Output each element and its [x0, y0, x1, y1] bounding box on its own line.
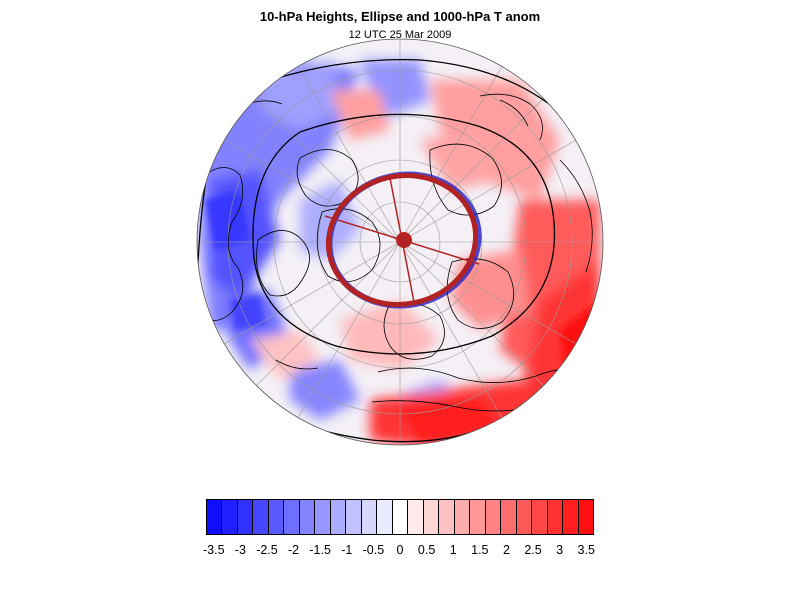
temperature-anomaly-field	[200, 60, 600, 445]
colorbar-box	[284, 500, 300, 534]
height-contour-inner	[252, 113, 556, 355]
vortex-ellipse	[324, 171, 482, 309]
colorbar-tick-label: -2	[288, 543, 300, 557]
colorbar-tick-label: -1	[341, 543, 353, 557]
coastlines	[204, 93, 597, 412]
colorbar-box	[454, 500, 471, 534]
colorbar-tick-label: -2.5	[256, 543, 278, 557]
colorbar-box	[578, 500, 594, 534]
colorbar-box	[423, 500, 440, 534]
colorbar-box	[392, 500, 409, 534]
colorbar-box	[253, 500, 269, 534]
colorbar-box	[346, 500, 362, 534]
page-title: 10-hPa Heights, Ellipse and 1000-hPa T a…	[259, 9, 541, 24]
colorbar-tick-label: -3.5	[202, 543, 225, 557]
colorbar-tick-label: 1	[449, 543, 457, 557]
colorbar-tick-label: 2	[502, 543, 510, 557]
colorbar-box	[547, 500, 564, 534]
ellipse-outline	[325, 173, 479, 307]
colorbar-box	[299, 500, 316, 534]
colorbar-tick-label: 0	[396, 543, 404, 557]
colorbar-tick-label: 3	[556, 543, 564, 557]
colorbar-tick-label: -1.5	[309, 543, 331, 557]
colorbar-box	[330, 500, 347, 534]
globe-border	[196, 38, 604, 446]
colorbar-tick-label: -3	[234, 543, 246, 557]
colorbar-tick-label: 0.5	[417, 543, 436, 557]
colorbar-tick-label: 3.5	[577, 543, 595, 557]
colorbar-box	[516, 500, 533, 534]
colorbar-box	[237, 500, 254, 534]
colorbar-box	[315, 500, 331, 534]
colorbar-box	[485, 500, 502, 534]
colorbar-box	[470, 500, 486, 534]
colorbar-box	[207, 500, 223, 534]
colorbar-tick-label: -0.5	[362, 543, 385, 557]
colorbar-box	[563, 500, 579, 534]
colorbar-box	[268, 500, 285, 534]
colorbar-box	[408, 500, 424, 534]
ellipse-center-marker	[396, 232, 412, 248]
page-subtitle: 12 UTC 25 Mar 2009	[348, 29, 452, 41]
colorbar-tick-label: 2.5	[524, 543, 542, 557]
graticule	[197, 39, 603, 445]
colorbar	[206, 499, 594, 535]
colorbar-box	[501, 500, 517, 534]
colorbar-box	[222, 500, 238, 534]
colorbar-box	[377, 500, 393, 534]
colorbar-box	[361, 500, 378, 534]
colorbar-tick-label: 1.5	[471, 543, 489, 557]
colorbar-box	[532, 500, 548, 534]
colorbar-box	[439, 500, 455, 534]
colorbar-labels: -3.5 -3 -2.5 -2 -1.5 -1 -0.5 0 0.5 1 1.5 2 2.5 3 3.5	[0, 543, 800, 563]
